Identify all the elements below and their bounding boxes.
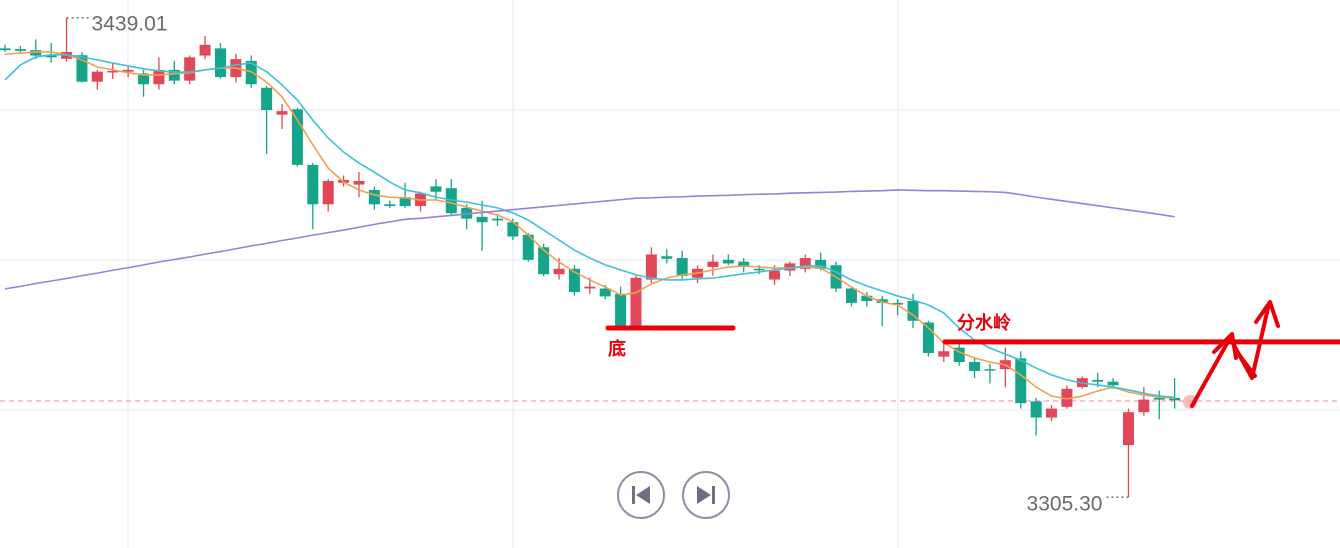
candle-body xyxy=(368,189,380,205)
candle-body xyxy=(907,301,919,321)
candle-body xyxy=(0,48,11,51)
candle-body xyxy=(892,302,904,305)
candle-body xyxy=(922,322,934,354)
candle-body xyxy=(261,87,273,111)
candle-body xyxy=(630,277,642,327)
candle-body xyxy=(507,222,519,237)
candle-body xyxy=(738,261,750,268)
arrow-path xyxy=(1238,354,1257,378)
min-label: 3305.30 xyxy=(1027,493,1103,516)
candle-body xyxy=(1153,397,1165,400)
candle-body xyxy=(938,351,950,357)
candle-body xyxy=(1169,397,1181,401)
candle-body xyxy=(784,263,796,271)
moving-average-line xyxy=(4,54,1175,398)
candle-body xyxy=(307,164,319,205)
candle-body xyxy=(1015,358,1027,404)
candle-body xyxy=(107,70,119,73)
candle-body xyxy=(1107,381,1119,386)
candle-body xyxy=(599,288,611,297)
candle-body xyxy=(553,268,565,275)
candle-body xyxy=(430,186,442,192)
button-icon[interactable] xyxy=(636,486,650,504)
max-label: 3439.01 xyxy=(92,12,168,35)
candle-body xyxy=(291,109,303,165)
candle-body xyxy=(1061,388,1073,407)
candle-body xyxy=(476,216,488,223)
candle-body xyxy=(953,347,965,362)
candle-body xyxy=(199,44,211,56)
candle-body xyxy=(522,234,534,260)
candle-body xyxy=(584,286,596,289)
candle-body xyxy=(1138,399,1150,413)
candle-body xyxy=(799,258,811,269)
button-icon[interactable] xyxy=(712,486,715,504)
candle-body xyxy=(876,299,888,303)
plot: 3439.01 3305.30 底 分水岭 xyxy=(0,12,1340,516)
candle-body xyxy=(122,69,134,72)
candle-body xyxy=(753,268,765,271)
prev-button[interactable] xyxy=(617,471,665,519)
candle-body xyxy=(168,69,180,81)
candle-body xyxy=(815,259,827,269)
candle-body xyxy=(1030,401,1042,418)
candle-body xyxy=(184,57,196,81)
annotation-text: 分水岭 xyxy=(957,312,1011,334)
candle-body xyxy=(615,293,627,327)
button-icon[interactable] xyxy=(632,486,635,504)
candle-body xyxy=(845,288,857,303)
candle-body xyxy=(769,270,780,280)
hand-drawn-arrow xyxy=(1183,300,1280,409)
candle-body xyxy=(969,361,981,371)
arrow-head xyxy=(1254,300,1280,328)
candle-body xyxy=(399,197,411,207)
annotation-text: 底 xyxy=(608,338,626,360)
candle-body xyxy=(861,295,873,302)
candle-body xyxy=(30,50,42,56)
candle-body xyxy=(707,261,719,268)
candle-body xyxy=(45,55,57,58)
candle-body xyxy=(214,48,226,78)
candle-body xyxy=(568,268,580,293)
candle-body xyxy=(1122,412,1134,446)
candle-body xyxy=(91,71,103,82)
candle-body xyxy=(76,55,88,82)
candle-body xyxy=(14,49,26,51)
candle-body xyxy=(661,256,673,259)
arrow-head xyxy=(1212,332,1238,360)
candle-body xyxy=(645,254,657,280)
button-icon[interactable] xyxy=(697,486,711,504)
candle-body xyxy=(153,69,165,85)
candle-body xyxy=(384,204,396,207)
moving-average-line xyxy=(4,189,1175,290)
candle-body xyxy=(722,259,734,264)
candle-body xyxy=(1046,408,1058,418)
candle-body xyxy=(276,111,288,115)
candle-body xyxy=(353,180,365,185)
candle-body xyxy=(538,247,550,275)
candle-body xyxy=(984,369,996,371)
candle-body xyxy=(138,73,150,85)
candle-body xyxy=(491,218,503,221)
moving-average-line xyxy=(4,51,1175,400)
candle-body xyxy=(676,258,688,276)
candle-body xyxy=(1092,379,1104,382)
next-button[interactable] xyxy=(682,471,730,519)
candle-body xyxy=(322,180,334,205)
